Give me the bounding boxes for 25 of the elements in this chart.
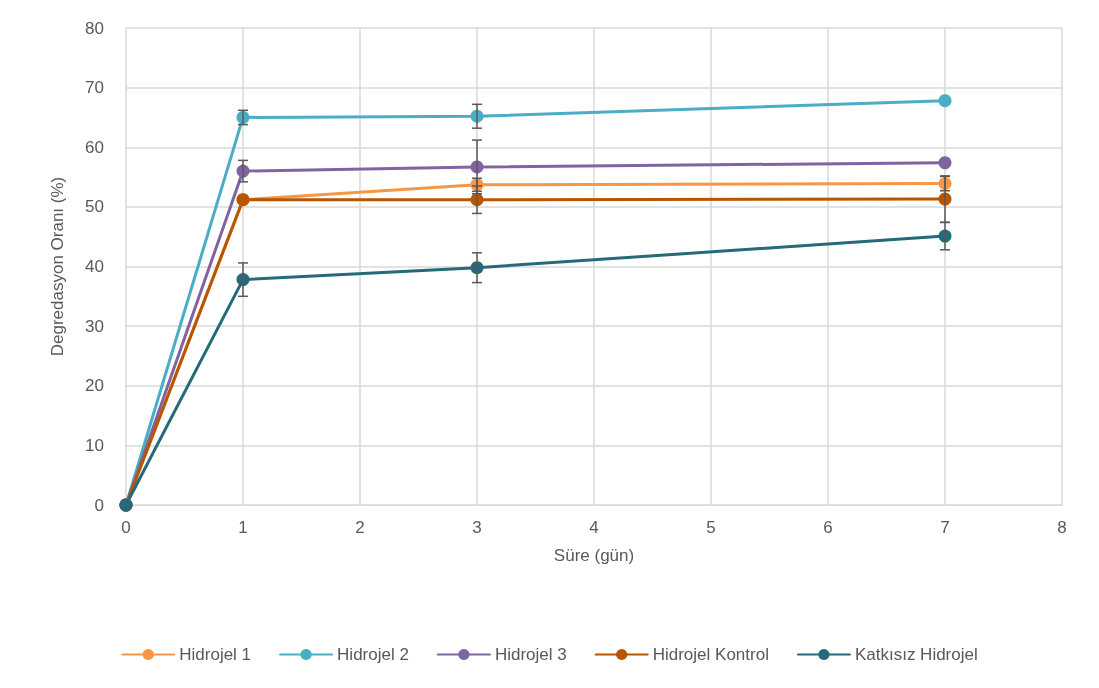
x-tick-label: 3 [472,518,482,537]
y-tick-label: 0 [94,495,104,515]
y-tick-label: 40 [85,257,104,276]
y-tick-label: 20 [85,376,104,396]
legend-label: Katkısız Hidrojel [854,645,978,664]
x-tick-label: 8 [1057,518,1067,537]
x-tick-label: 2 [355,518,365,537]
y-tick-label: 60 [85,137,104,157]
y-tick-label: 30 [85,316,104,336]
legend-label: Hidrojel 2 [337,645,409,664]
x-tick-label: 5 [706,518,716,537]
x-tick-label: 0 [121,518,131,537]
x-tick-label: 7 [940,518,950,537]
y-axis-title: Degredasyon Oranı (%) [48,176,67,357]
legend-label: Hidrojel 1 [179,645,252,664]
x-tick-label: 6 [823,518,833,537]
x-axis-title: Süre (gün) [553,546,635,565]
y-tick-label: 50 [85,197,104,217]
y-tick-label: 80 [85,18,104,38]
x-tick-label: 4 [589,518,599,537]
legend-label: Hidrojel Kontrol [652,645,769,664]
y-tick-label: 70 [85,78,104,98]
y-tick-label: 10 [85,435,104,455]
legend-label: Hidrojel 3 [494,645,567,664]
x-tick-label: 1 [238,518,248,537]
